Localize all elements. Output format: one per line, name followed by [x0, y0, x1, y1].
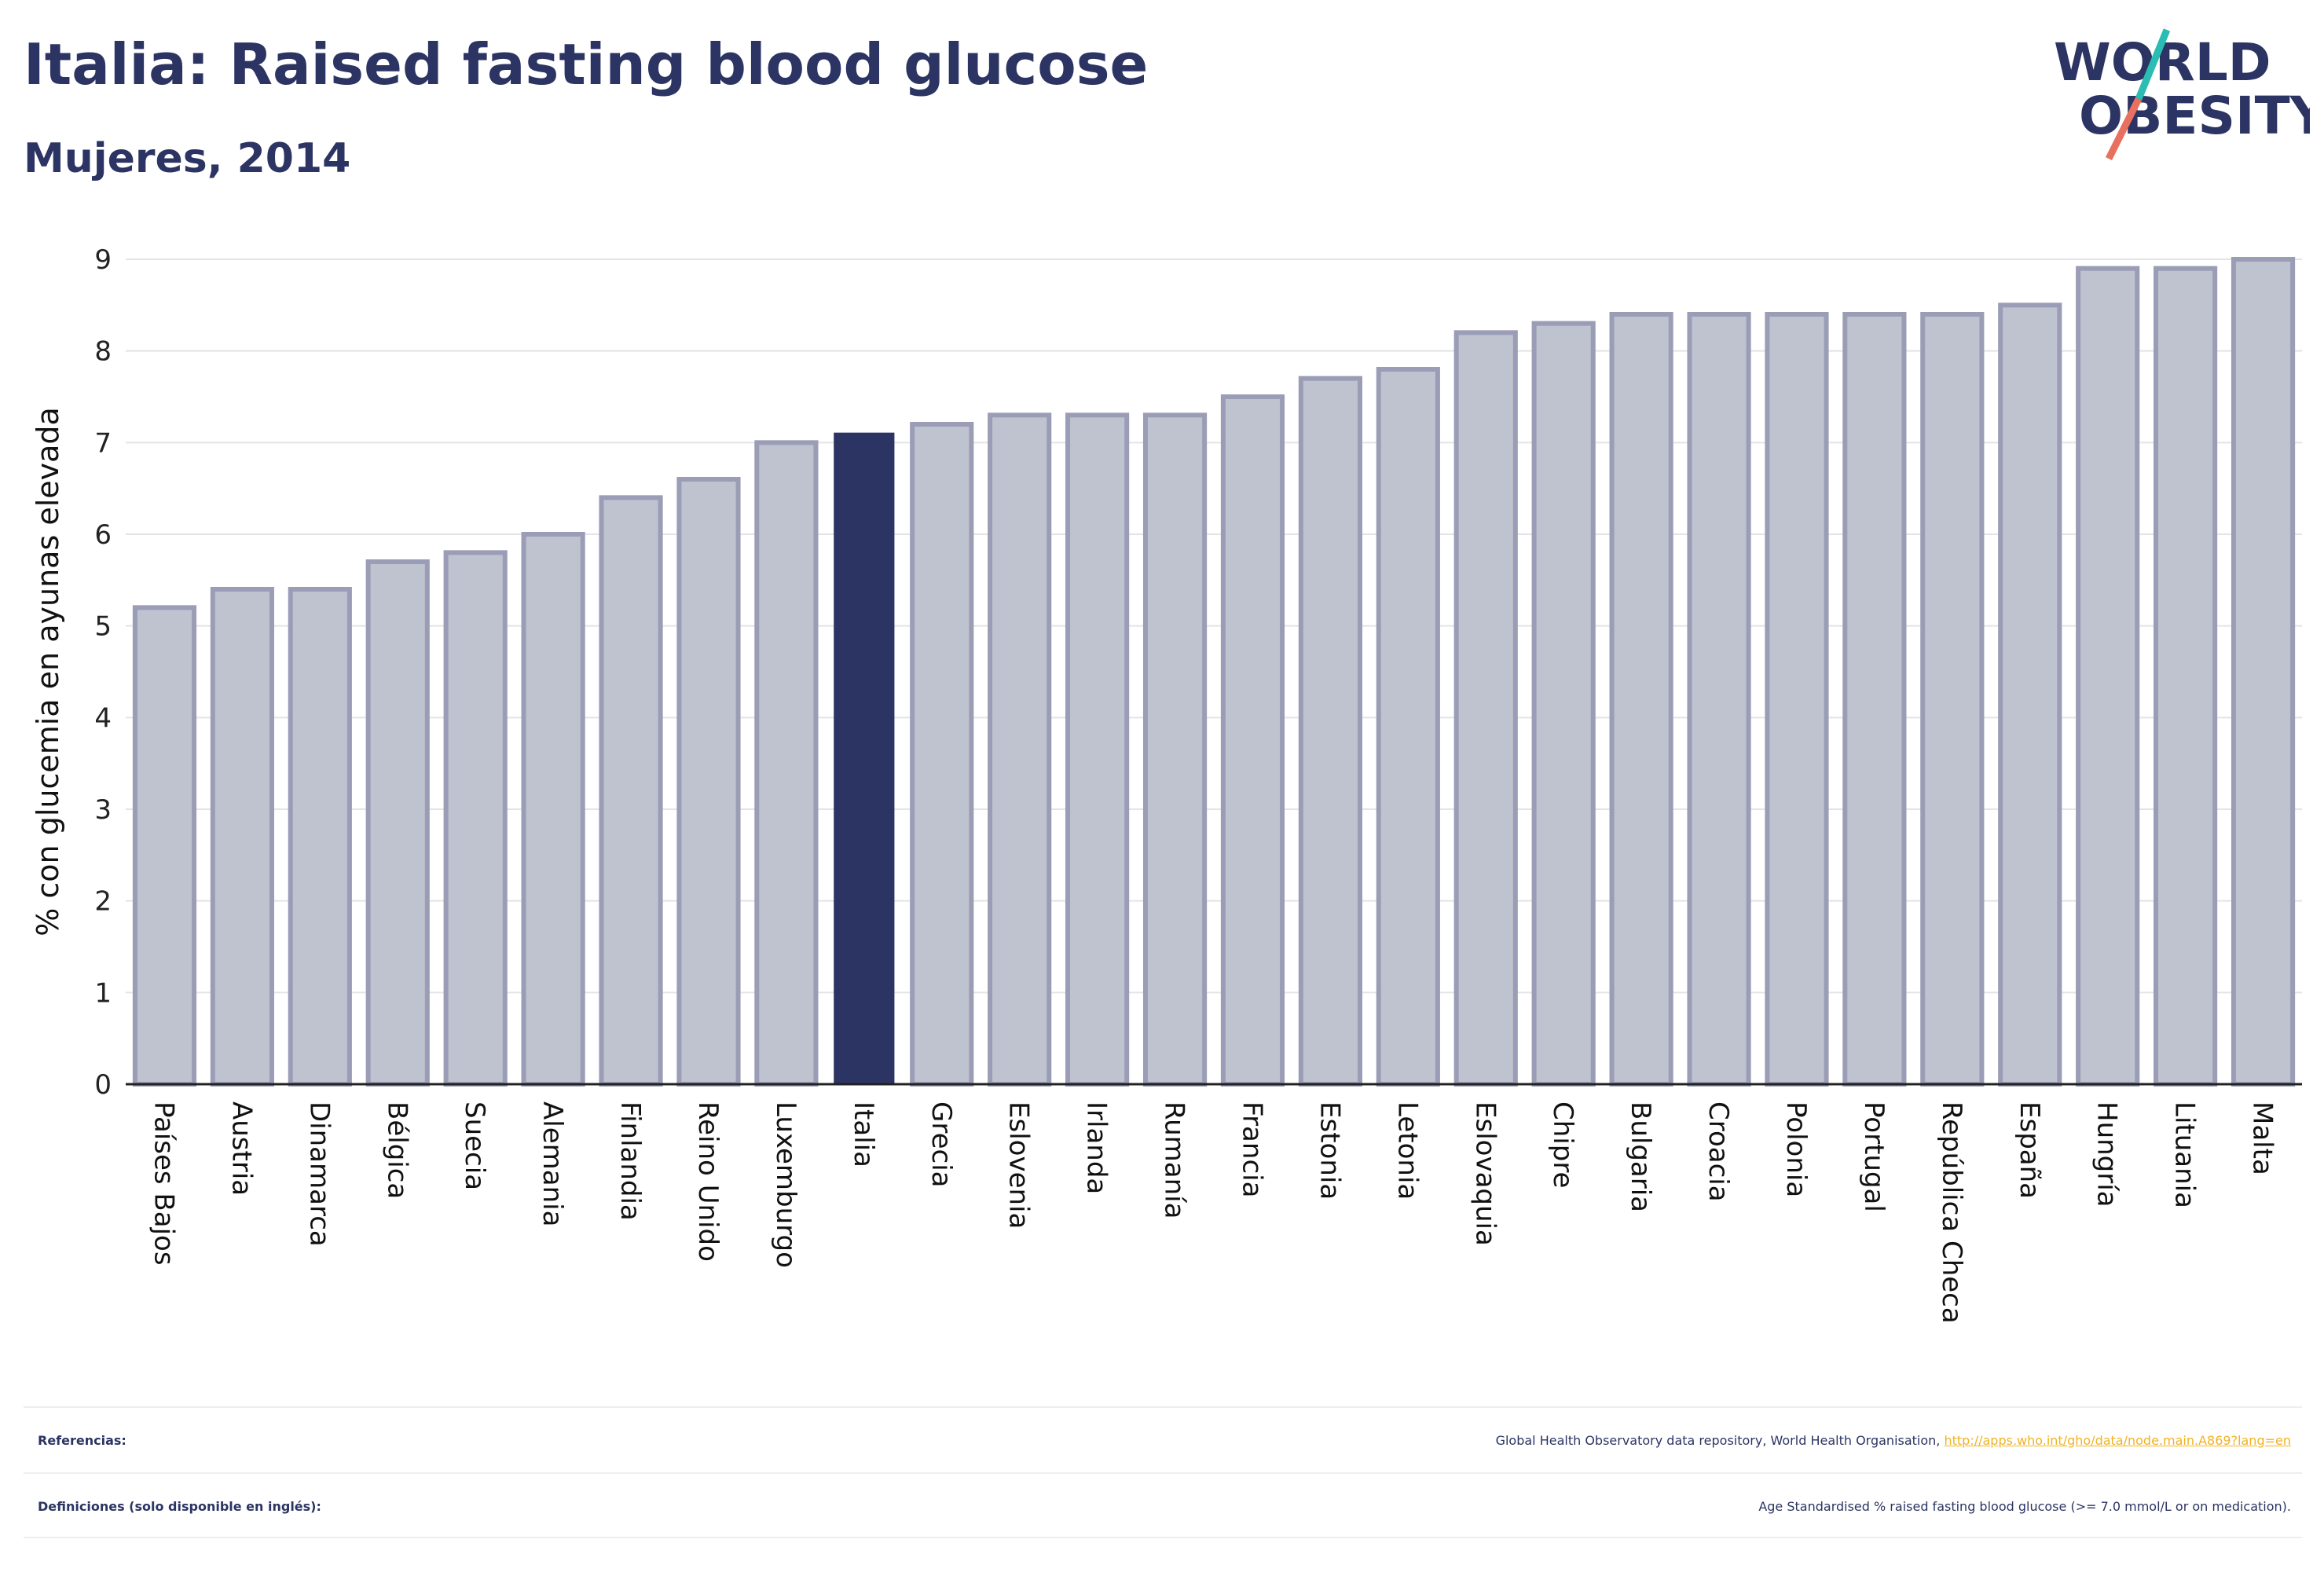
y-tick-label: 7: [94, 427, 112, 459]
x-tick-label: Malta: [2247, 1101, 2278, 1175]
x-tick-label: Finlandia: [614, 1101, 646, 1221]
bar: [1531, 321, 1596, 1087]
bar: [1998, 302, 2062, 1087]
bar-chart: 0 1 2 3 4 5 6 7 8 9 % con glucemia en ayunas eleva…: [31, 244, 2302, 1324]
x-tick-label: Austria: [225, 1101, 257, 1196]
x-tick-label: Francia: [1236, 1101, 1267, 1197]
references-value: Global Health Observatory data repositor…: [1496, 1433, 2302, 1448]
bar: [1920, 312, 1985, 1087]
x-tick-label: Bulgaria: [1625, 1101, 1656, 1212]
x-tick-label: Portugal: [1858, 1101, 1890, 1212]
x-tick-label: Países Bajos: [148, 1101, 179, 1266]
y-tick-label: 9: [94, 244, 112, 276]
bar: [365, 559, 430, 1087]
x-tick-label: Alemania: [537, 1101, 568, 1226]
chart-title: Italia: Raised fasting blood glucose: [24, 31, 1149, 97]
bar: [676, 477, 741, 1087]
world-obesity-logo: WORLD OBESITY: [2054, 28, 2310, 161]
y-tick-label: 3: [94, 794, 112, 826]
bar: [1842, 312, 1907, 1087]
bar: [1065, 412, 1130, 1087]
bar: [1142, 412, 1208, 1087]
references-row: Referencias: Global Health Observatory d…: [24, 1406, 2302, 1472]
x-tick-label: Estonia: [1314, 1101, 1345, 1200]
x-tick-label: Grecia: [926, 1101, 957, 1187]
x-tick-label: Irlanda: [1081, 1101, 1113, 1194]
y-tick-label: 0: [94, 1069, 112, 1101]
definitions-text: Age Standardised % raised fasting blood …: [1758, 1498, 2291, 1514]
x-tick-label: Luxemburgo: [770, 1101, 801, 1268]
bar: [1609, 312, 1673, 1087]
x-tick-label: Eslovenia: [1003, 1101, 1035, 1229]
logo-slash-teal: [2135, 28, 2171, 101]
y-axis-label: % con glucemia en ayunas elevada: [31, 407, 65, 936]
bar: [443, 550, 508, 1087]
x-tick-label: Rumanía: [1159, 1101, 1190, 1219]
x-tick-label: Hungría: [2091, 1101, 2123, 1208]
bar: [1687, 312, 1751, 1087]
y-tick-label: 1: [94, 977, 112, 1009]
bar: [210, 587, 274, 1087]
x-tick-label: Eslovaquia: [1469, 1101, 1501, 1246]
x-tick-label: España: [2014, 1101, 2045, 1199]
bar: [754, 440, 819, 1087]
x-tick-label: Lituania: [2169, 1101, 2201, 1208]
references-text: Global Health Observatory data repositor…: [1495, 1432, 1945, 1448]
bar: [288, 587, 352, 1087]
bar: [132, 605, 197, 1087]
bar: [2154, 266, 2218, 1087]
y-tick-label: 4: [94, 702, 112, 734]
bar: [1298, 376, 1362, 1087]
logo-slash-coral: [2105, 97, 2143, 161]
bar: [1765, 312, 1829, 1087]
chart-subtitle: Mujeres, 2014: [24, 135, 351, 182]
references-label: Referencias:: [38, 1432, 126, 1448]
bar: [599, 495, 663, 1087]
bar: [1453, 330, 1518, 1087]
bar: [910, 422, 974, 1087]
bar: [988, 412, 1052, 1087]
bar: [1220, 394, 1285, 1087]
x-tick-label: Letonia: [1391, 1101, 1423, 1200]
bar: [1376, 367, 1440, 1087]
x-tick-label: Polonia: [1780, 1101, 1812, 1197]
x-tick-label: Dinamarca: [303, 1101, 335, 1247]
bar: [2076, 266, 2140, 1087]
footer-divider: [24, 1537, 2302, 1538]
x-tick-label: Italia: [848, 1101, 879, 1167]
x-tick-label: República Checa: [1936, 1101, 1967, 1324]
x-tick-label: Chipre: [1547, 1101, 1578, 1188]
y-tick-label: 2: [94, 886, 112, 918]
y-tick-label: 6: [94, 519, 112, 551]
y-tick-label: 8: [94, 336, 112, 368]
x-tick-label: Reino Unido: [692, 1101, 724, 1262]
definitions-row: Definiciones (solo disponible en inglés)…: [24, 1472, 2302, 1538]
x-tick-label: Croacia: [1703, 1101, 1734, 1202]
x-tick-label: Bélgica: [381, 1101, 412, 1199]
references-link[interactable]: http://apps.who.int/gho/data/node.main.A…: [1944, 1432, 2291, 1448]
bar: [521, 532, 585, 1087]
bar: [834, 432, 895, 1085]
x-tick-label: Suecia: [459, 1101, 490, 1190]
y-tick-label: 5: [94, 611, 112, 643]
definitions-label: Definiciones (solo disponible en inglés)…: [38, 1498, 321, 1514]
bar: [2231, 257, 2296, 1087]
